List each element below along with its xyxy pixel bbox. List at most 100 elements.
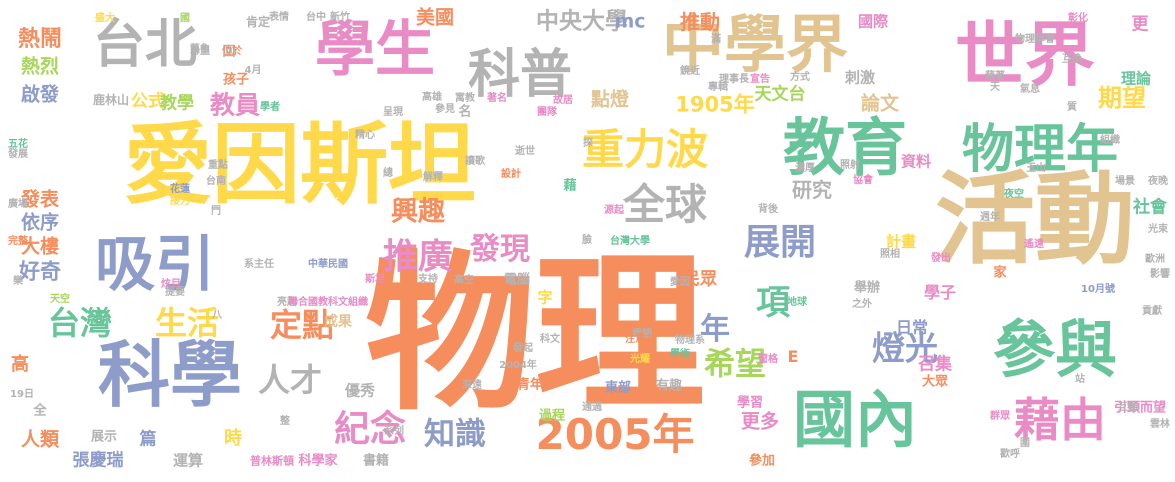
cloud-word: 教育 bbox=[782, 111, 908, 184]
cloud-word: 學者 bbox=[260, 102, 280, 113]
cloud-word: 天 bbox=[990, 82, 1000, 93]
cloud-word: 依序 bbox=[20, 211, 60, 234]
cloud-word: 電腦 bbox=[632, 329, 652, 340]
cloud-word: 國內 bbox=[792, 383, 918, 456]
cloud-word: 回 bbox=[222, 44, 236, 60]
cloud-word: 召集 bbox=[918, 354, 952, 375]
cloud-word: E bbox=[787, 347, 799, 366]
cloud-word: 支持 bbox=[418, 274, 438, 285]
cloud-word: 10月號 bbox=[1081, 284, 1115, 295]
cloud-word: 學術 bbox=[670, 349, 690, 360]
cloud-word: 方式 bbox=[790, 72, 810, 83]
cloud-word: 理論 bbox=[1120, 69, 1152, 88]
cloud-word: 天空 bbox=[50, 294, 70, 305]
cloud-word: 字 bbox=[537, 288, 553, 307]
cloud-word: 學習 bbox=[736, 395, 764, 411]
cloud-word: 美國 bbox=[415, 6, 455, 29]
cloud-word: 場景 bbox=[1115, 176, 1135, 187]
cloud-word: 張慶瑞 bbox=[72, 450, 124, 471]
cloud-word: 點燈 bbox=[590, 88, 630, 111]
cloud-word: 台南 bbox=[206, 176, 226, 187]
cloud-word: 滿 bbox=[711, 34, 721, 45]
cloud-word: 紀念 bbox=[333, 409, 407, 450]
cloud-word: 新竹 bbox=[330, 12, 350, 23]
cloud-word: 通過 bbox=[582, 402, 602, 413]
cloud-word: 時 bbox=[224, 428, 242, 449]
cloud-word: 活動 bbox=[935, 161, 1135, 278]
cloud-word: 逝世 bbox=[515, 146, 535, 157]
cloud-word: 高雄 bbox=[422, 92, 442, 103]
cloud-word: 肯定 bbox=[245, 15, 271, 29]
cloud-word: 遙遠 bbox=[1024, 239, 1044, 250]
cloud-word: 五花 bbox=[8, 139, 28, 150]
cloud-word: 國 bbox=[180, 13, 190, 24]
cloud-word: 資料 bbox=[900, 152, 932, 171]
cloud-word: 照相 bbox=[880, 249, 900, 260]
cloud-word: 研究 bbox=[792, 178, 832, 202]
cloud-word: 教員 bbox=[209, 90, 261, 120]
cloud-word: 物理年 bbox=[961, 120, 1119, 180]
cloud-word: 亮起 bbox=[277, 297, 297, 308]
cloud-word: 整 bbox=[280, 416, 290, 427]
cloud-word: 總 bbox=[383, 168, 393, 179]
cloud-word: 重力波 bbox=[581, 125, 709, 174]
cloud-word: 氣息 bbox=[1020, 84, 1040, 95]
cloud-word: 互換 bbox=[1062, 54, 1082, 65]
cloud-word: 廣場 bbox=[8, 199, 28, 210]
cloud-word: 普林斯頓 bbox=[250, 454, 294, 468]
cloud-word: 站 bbox=[1075, 374, 1085, 385]
cloud-word: 東部 bbox=[604, 380, 632, 396]
cloud-word: 高 bbox=[11, 354, 29, 375]
cloud-word: 項 bbox=[756, 283, 790, 323]
cloud-word: 台灣 bbox=[47, 304, 113, 342]
cloud-word: 背後 bbox=[758, 204, 778, 215]
cloud-word: 歡呼 bbox=[1000, 449, 1020, 460]
cloud-word: 著名 bbox=[487, 93, 507, 104]
cloud-word: 八 bbox=[212, 310, 222, 321]
cloud-word: 19日 bbox=[10, 389, 34, 400]
cloud-word: 系列 bbox=[384, 426, 404, 437]
cloud-word: 中學界 bbox=[661, 8, 849, 81]
cloud-word: 學生 bbox=[315, 15, 435, 85]
cloud-word: 門 bbox=[211, 206, 221, 217]
cloud-word: 地球 bbox=[787, 297, 807, 308]
cloud-word: 解釋 bbox=[423, 172, 443, 183]
cloud-word: 2005年 bbox=[535, 410, 695, 459]
cloud-word: 全球 bbox=[622, 180, 708, 229]
cloud-word: 花蓮 bbox=[170, 184, 190, 195]
cloud-word: 公式 bbox=[131, 91, 165, 112]
cloud-word: 接力 bbox=[170, 196, 190, 207]
cloud-word: 興趣 bbox=[391, 196, 445, 228]
cloud-word: 源起 bbox=[604, 205, 624, 216]
cloud-word: 科學 bbox=[97, 333, 243, 417]
cloud-word: 日常 bbox=[895, 318, 929, 337]
cloud-word: 夜晚 bbox=[1148, 176, 1168, 187]
cloud-word: 民眾 bbox=[683, 269, 717, 290]
cloud-word: 熱烈 bbox=[20, 55, 60, 78]
cloud-word: 位於 bbox=[222, 46, 242, 57]
cloud-word: 讀歌 bbox=[465, 156, 485, 167]
cloud-word: 運算 bbox=[172, 451, 204, 470]
cloud-word: 熱鬧 bbox=[17, 27, 63, 52]
cloud-word: 之外 bbox=[852, 299, 872, 310]
cloud-word: 精心 bbox=[355, 130, 375, 141]
cloud-word: 中華民國 bbox=[308, 259, 348, 270]
cloud-word: 希望 bbox=[704, 346, 766, 383]
cloud-word: 故居 bbox=[553, 95, 573, 106]
cloud-word: 鏡近 bbox=[680, 66, 700, 77]
cloud-word: 窗格 bbox=[758, 354, 778, 365]
cloud-word: 吸引 bbox=[95, 230, 215, 300]
cloud-word: 參見 bbox=[435, 104, 455, 115]
cloud-word: 國際 bbox=[857, 12, 889, 31]
cloud-word: 群眾 bbox=[990, 411, 1010, 422]
cloud-word: 教學 bbox=[160, 93, 194, 114]
cloud-word: 引頸而望 bbox=[1113, 400, 1167, 416]
cloud-word: 1905年 bbox=[675, 92, 755, 117]
cloud-word: 天文台 bbox=[754, 84, 806, 105]
cloud-word: 鹿林山 bbox=[92, 93, 130, 107]
cloud-word: 科學家 bbox=[298, 453, 338, 469]
cloud-word: 物理學會 bbox=[1015, 34, 1055, 45]
cloud-word: 計畫 bbox=[885, 232, 917, 251]
cloud-word: 系主任 bbox=[244, 259, 274, 270]
cloud-word: 科文 bbox=[540, 334, 560, 345]
